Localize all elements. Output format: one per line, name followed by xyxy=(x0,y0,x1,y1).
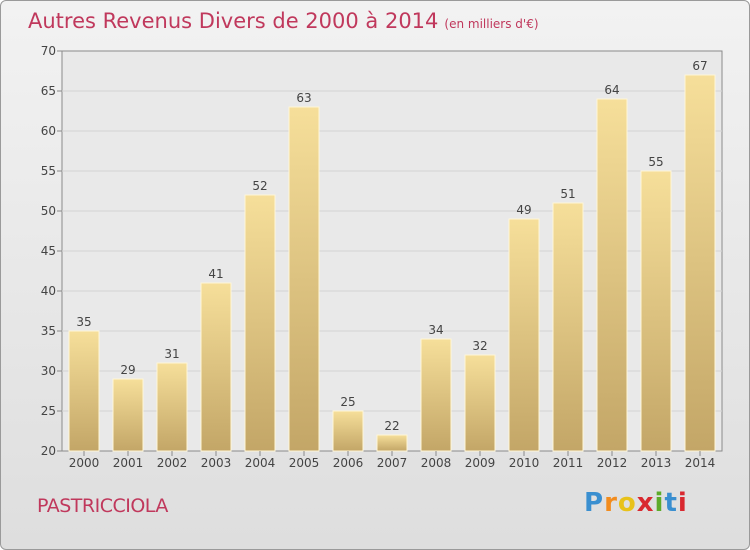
x-tick-label: 2007 xyxy=(377,456,408,470)
bar-value-label: 52 xyxy=(252,179,267,193)
y-tick-label: 40 xyxy=(41,284,56,298)
logo-letter: x xyxy=(636,488,655,518)
unit-label: (en milliers d'€) xyxy=(444,17,539,31)
bar xyxy=(244,194,276,452)
logo-letter: r xyxy=(604,488,618,518)
bar-value-label: 34 xyxy=(428,323,443,337)
bar xyxy=(640,170,672,452)
y-tick-label: 45 xyxy=(41,244,56,258)
bar xyxy=(156,362,188,452)
logo-letter: i xyxy=(677,488,688,518)
logo-letter: o xyxy=(617,488,637,518)
bar xyxy=(68,330,100,452)
logo-letter: t xyxy=(664,488,678,518)
y-tick-label: 30 xyxy=(41,364,56,378)
x-tick-label: 2001 xyxy=(113,456,144,470)
bar-value-label: 29 xyxy=(120,363,135,377)
y-tick-label: 55 xyxy=(41,164,56,178)
y-tick-label: 25 xyxy=(41,404,56,418)
bar xyxy=(376,434,408,452)
bar-value-label: 67 xyxy=(692,59,707,73)
bar-value-label: 49 xyxy=(516,203,531,217)
bar xyxy=(288,106,320,452)
bar xyxy=(464,354,496,452)
bar xyxy=(596,98,628,452)
x-tick-label: 2008 xyxy=(421,456,452,470)
x-tick-label: 2000 xyxy=(69,456,100,470)
bar-value-label: 22 xyxy=(384,419,399,433)
x-axis: 2000 2001 2002 2003 2004 2005 2006 2007 2008 2009… xyxy=(69,451,716,470)
y-tick-label: 70 xyxy=(41,44,56,58)
x-tick-label: 2011 xyxy=(553,456,584,470)
y-tick-label: 20 xyxy=(41,444,56,458)
bar-value-label: 51 xyxy=(560,187,575,201)
bar-value-label: 25 xyxy=(340,395,355,409)
x-tick-label: 2009 xyxy=(465,456,496,470)
y-tick-label: 65 xyxy=(41,84,56,98)
bar-value-label: 41 xyxy=(208,267,223,281)
logo-letter: i xyxy=(654,488,665,518)
title-text: Autres Revenus Divers de 2000 à 2014 xyxy=(28,9,439,33)
bar xyxy=(200,282,232,452)
bar-value-label: 63 xyxy=(296,91,311,105)
bar xyxy=(684,74,716,452)
x-tick-label: 2003 xyxy=(201,456,232,470)
bar-value-label: 35 xyxy=(76,315,91,329)
x-tick-label: 2002 xyxy=(157,456,188,470)
x-tick-label: 2010 xyxy=(509,456,540,470)
bar-value-label: 32 xyxy=(472,339,487,353)
y-tick-label: 35 xyxy=(41,324,56,338)
bar xyxy=(552,202,584,452)
x-tick-label: 2004 xyxy=(245,456,276,470)
x-tick-label: 2012 xyxy=(597,456,628,470)
bar xyxy=(332,410,364,452)
y-axis: 20 25 30 35 40 45 50 55 60 65 70 xyxy=(41,44,62,458)
y-tick-label: 50 xyxy=(41,204,56,218)
bar-value-label: 31 xyxy=(164,347,179,361)
x-tick-label: 2013 xyxy=(641,456,672,470)
commune-name: PASTRICCIOLA xyxy=(37,495,168,517)
bar xyxy=(508,218,540,452)
bar-value-label: 64 xyxy=(604,83,619,97)
x-tick-label: 2006 xyxy=(333,456,364,470)
bar xyxy=(112,378,144,452)
chart-title: Autres Revenus Divers de 2000 à 2014 (en … xyxy=(28,9,539,33)
proxiti-logo: Proxiti xyxy=(584,488,688,518)
logo-letter: P xyxy=(584,488,605,518)
y-tick-label: 60 xyxy=(41,124,56,138)
x-tick-label: 2005 xyxy=(289,456,320,470)
bar-value-label: 55 xyxy=(648,155,663,169)
x-tick-label: 2014 xyxy=(685,456,716,470)
bar xyxy=(420,338,452,452)
bars: 35 29 31 41 52 63 25 22 34 32 49 51 64 55 67 xyxy=(68,59,716,452)
